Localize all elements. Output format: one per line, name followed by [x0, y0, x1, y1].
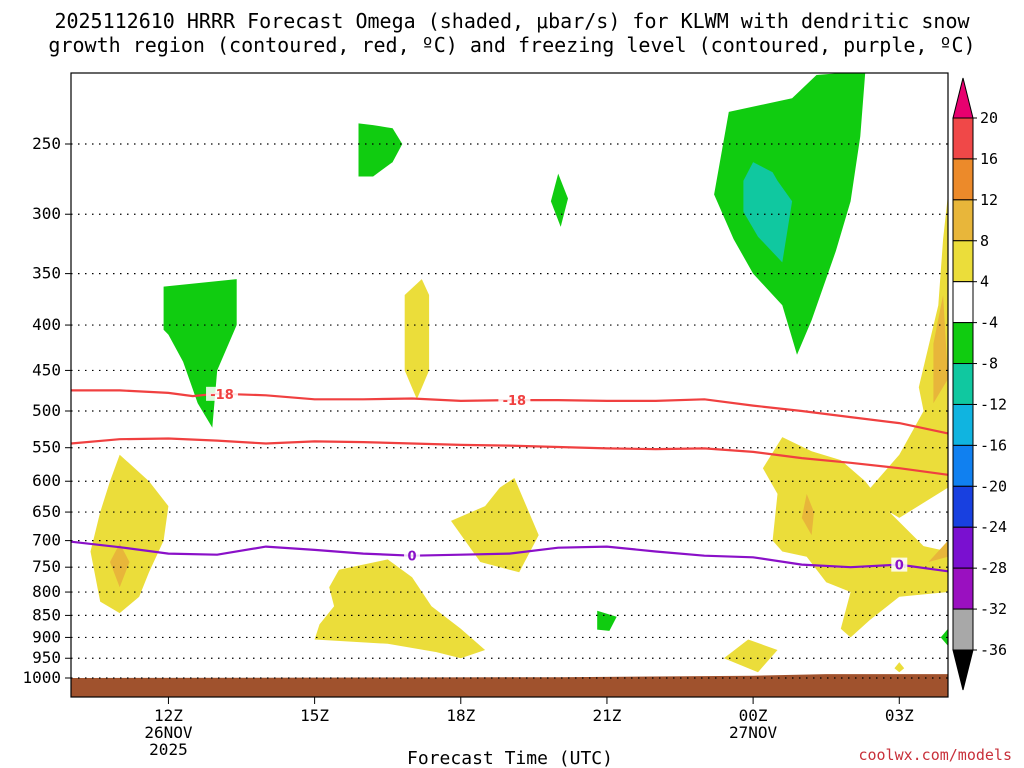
colorbar-bin-3: [952, 240, 974, 283]
colorbar-bin-9: [952, 485, 974, 528]
omega-region-orange-right-edge: [933, 295, 948, 404]
x-tick-label-12z: 12Z: [154, 706, 183, 725]
y-tick-label-950: 950: [32, 648, 61, 667]
colorbar-label-11: -28: [980, 559, 1007, 577]
omega-region-teal-upper-right: [743, 162, 793, 263]
colorbar-label-7: -12: [980, 395, 1007, 413]
chart-title-line2: growth region (contoured, red, ºC) and f…: [48, 33, 975, 57]
temperature-contours: -18 -18 0 0: [70, 386, 949, 574]
colorbar-label-8: -16: [980, 436, 1007, 454]
x-tick-label-18z: 18Z: [446, 706, 475, 725]
colorbar-label-0: 20: [980, 109, 998, 127]
omega-region-yellow-670: [451, 478, 539, 573]
colorbar-label-2: 12: [980, 191, 998, 209]
omega-region-yellow-right: [865, 194, 948, 518]
plot-area: -18 -18 0 0: [70, 72, 949, 698]
plot-frame: [70, 72, 949, 698]
colorbar-bin-4: [952, 281, 974, 324]
omega-region-green-right-edge: [940, 628, 948, 646]
colorbar-bin-8: [952, 444, 974, 487]
omega-region-yellow-right-lower: [762, 437, 948, 638]
contour-18-c-upper: [71, 389, 949, 435]
contour-label-bg-18-c-upper-1: [498, 393, 531, 408]
y-tick-label-400: 400: [32, 315, 61, 334]
x-tick-label-00z: 00Z: [739, 706, 768, 725]
colorbar-top-arrow: [952, 77, 974, 119]
omega-region-yellow-940: [723, 639, 778, 673]
colorbar-label-13: -36: [980, 641, 1007, 659]
colorbar-label-3: 8: [980, 232, 989, 250]
contour-label-18-c-upper-0: -18: [210, 388, 234, 403]
contour-label-bg-18-c-upper-0: [206, 386, 239, 401]
x-tick-date-27nov: 27NOV: [729, 723, 778, 742]
colorbar-bin-1: [952, 158, 974, 201]
colorbar-label-6: -8: [980, 355, 998, 373]
contour-18-c-lower: [70, 437, 949, 476]
y-tick-label-700: 700: [32, 531, 61, 550]
colorbar-label-9: -20: [980, 477, 1007, 495]
contour-label-bg-0-c-freezing-level-0: [404, 548, 421, 563]
colorbar-label-5: -4: [980, 314, 998, 332]
y-tick-label-300: 300: [32, 204, 61, 223]
x-tick-label-03z: 03Z: [885, 706, 914, 725]
contour-label-18-c-upper-1: -18: [503, 394, 527, 409]
y-tick-label-650: 650: [32, 502, 61, 521]
colorbar-bottom-arrow: [952, 649, 974, 691]
y-tick-label-850: 850: [32, 605, 61, 624]
colorbar-bin-10: [952, 526, 974, 569]
x-tick-date-26nov: 26NOV: [144, 723, 193, 742]
y-tick-label-750: 750: [32, 557, 61, 576]
colorbar-bin-0: [952, 117, 974, 160]
omega-region-yellow-left: [90, 454, 169, 614]
colorbar-label-12: -32: [980, 600, 1007, 618]
colorbar-label-10: -24: [980, 518, 1007, 536]
y-tick-label-800: 800: [32, 582, 61, 601]
y-tick-label-350: 350: [32, 264, 61, 283]
contour-label-0-c-freezing-level-0: 0: [408, 550, 417, 565]
y-tick-label-500: 500: [32, 401, 61, 420]
colorbar: 20 16 12 8 4 -4 -8 -12 -16 -20 -24 -28 -32 -36: [952, 77, 1007, 691]
y-tick-label-1000: 1000: [22, 668, 61, 687]
colorbar-bin-7: [952, 403, 974, 446]
omega-region-green-250: [358, 123, 403, 177]
terrain-fill: [71, 674, 948, 697]
y-tick-label-900: 900: [32, 627, 61, 646]
omega-region-orange-right-small: [801, 493, 814, 536]
colorbar-bin-2: [952, 199, 974, 242]
x-tick-label-21z: 21Z: [592, 706, 621, 725]
omega-region-yellow-960: [894, 662, 905, 673]
colorbar-bin-11: [952, 567, 974, 610]
credit-text: coolwx.com/models: [858, 746, 1012, 764]
colorbar-bin-6: [952, 363, 974, 405]
y-tick-label-550: 550: [32, 438, 61, 457]
omega-region-yellow-850: [314, 559, 486, 659]
colorbar-label-4: 4: [980, 273, 989, 291]
contour-label-0-c-freezing-level-1: 0: [895, 559, 904, 574]
omega-region-green-870: [597, 610, 617, 631]
omega-region-orange-right-730: [909, 540, 948, 573]
y-tick-label-600: 600: [32, 471, 61, 490]
chart-title-line1: 2025112610 HRRR Forecast Omega (shaded, …: [54, 9, 970, 33]
y-axis-ticks: 250 300 350 400 450 500 550 600 650 700 750 800 850 9…: [22, 134, 71, 687]
colorbar-bin-5: [952, 322, 974, 365]
terrain-ground: [71, 674, 948, 697]
colorbar-label-1: 16: [980, 150, 998, 168]
contour-label-bg-0-c-freezing-level-1: [891, 557, 908, 572]
x-axis-label: Forecast Time (UTC): [407, 748, 613, 768]
omega-region-green-400: [163, 279, 237, 428]
x-tick-year-2025: 2025: [149, 740, 188, 759]
x-tick-label-15z: 15Z: [300, 706, 329, 725]
y-tick-label-250: 250: [32, 134, 61, 153]
omega-region-green-290: [550, 173, 568, 227]
omega-region-yellow-400: [404, 279, 430, 400]
colorbar-bin-12: [952, 608, 974, 651]
omega-shading: [90, 73, 948, 673]
omega-region-orange-left: [110, 543, 130, 588]
y-tick-label-450: 450: [32, 360, 61, 379]
contour-0-c-freezing-level: [70, 540, 949, 573]
